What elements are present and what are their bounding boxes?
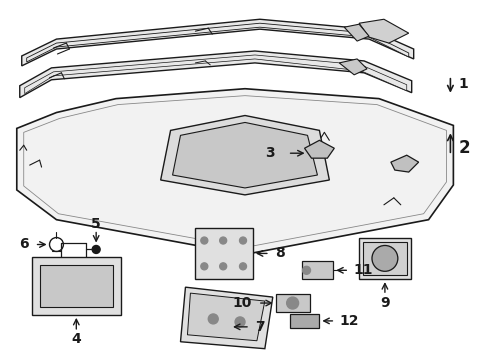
Text: 7: 7 (255, 320, 265, 334)
Polygon shape (359, 19, 409, 43)
Circle shape (201, 237, 208, 244)
Circle shape (235, 317, 245, 327)
Polygon shape (305, 140, 334, 158)
Polygon shape (196, 228, 253, 279)
Polygon shape (180, 287, 273, 349)
Text: 10: 10 (233, 296, 252, 310)
Circle shape (220, 237, 227, 244)
Polygon shape (359, 238, 411, 279)
Polygon shape (276, 294, 311, 312)
Polygon shape (344, 24, 369, 41)
Polygon shape (32, 257, 121, 315)
Polygon shape (20, 51, 412, 98)
Text: 8: 8 (275, 247, 285, 260)
Text: 11: 11 (353, 263, 373, 277)
Text: 1: 1 (458, 77, 468, 91)
Text: 5: 5 (91, 217, 101, 231)
Text: 2: 2 (458, 139, 470, 157)
Polygon shape (17, 89, 453, 255)
Circle shape (240, 237, 246, 244)
Polygon shape (391, 155, 418, 172)
Circle shape (287, 297, 298, 309)
Circle shape (201, 263, 208, 270)
Polygon shape (161, 116, 329, 195)
Polygon shape (290, 314, 319, 328)
Circle shape (372, 246, 398, 271)
Polygon shape (301, 261, 333, 279)
Circle shape (240, 263, 246, 270)
Circle shape (302, 266, 311, 274)
Polygon shape (339, 59, 367, 75)
Polygon shape (40, 265, 113, 307)
Circle shape (208, 314, 218, 324)
Text: 3: 3 (265, 146, 275, 160)
Polygon shape (363, 242, 407, 275)
Text: 9: 9 (380, 296, 390, 310)
Polygon shape (24, 55, 407, 94)
Text: 6: 6 (19, 238, 29, 252)
Text: 4: 4 (72, 332, 81, 346)
Circle shape (92, 246, 100, 253)
Polygon shape (22, 19, 414, 66)
Polygon shape (24, 96, 446, 247)
Circle shape (220, 263, 227, 270)
Text: 12: 12 (339, 314, 359, 328)
Polygon shape (172, 122, 318, 188)
Polygon shape (26, 23, 409, 62)
Polygon shape (188, 293, 265, 341)
